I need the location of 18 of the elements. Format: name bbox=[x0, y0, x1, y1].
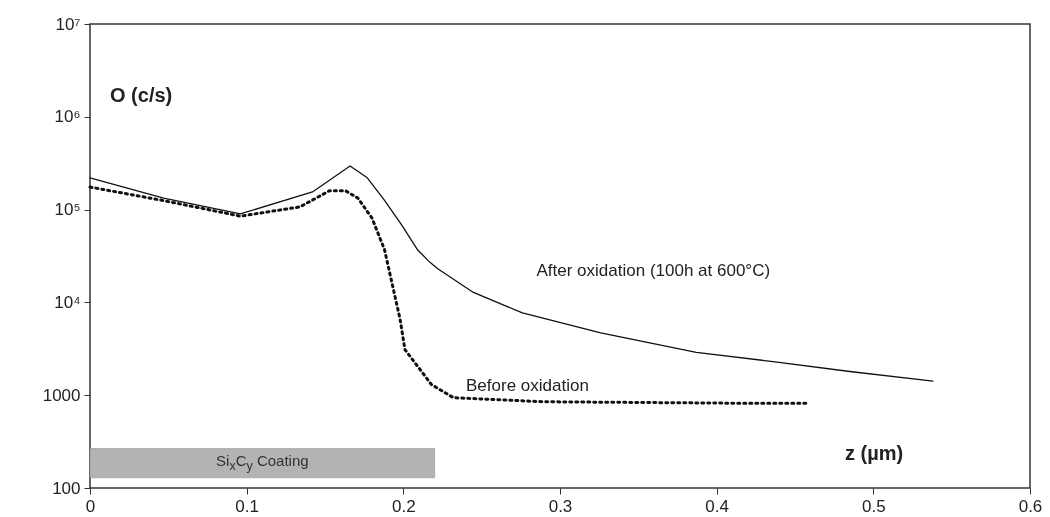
y-tick-label: 10⁴ bbox=[54, 292, 81, 312]
y-tick-label: 10⁵ bbox=[54, 200, 81, 220]
x-axis-title: z (µm) bbox=[845, 442, 904, 464]
y-tick-label: 100 bbox=[52, 478, 81, 498]
series-label: Before oxidation bbox=[466, 375, 589, 395]
x-tick-label: 0.2 bbox=[392, 496, 416, 516]
x-tick-label: 0.3 bbox=[548, 496, 573, 516]
text: After oxidation (100h at 600°C) bbox=[536, 260, 771, 280]
x-tick-label: 0.4 bbox=[705, 496, 729, 516]
y-tick-label: 10⁶ bbox=[54, 107, 81, 127]
y-tick-label: 1000 bbox=[42, 385, 81, 405]
y-axis-title: O (c/s) bbox=[110, 84, 173, 106]
band-label: Si$_{x}$C$_{y}$ Coating bbox=[216, 452, 309, 474]
x-tick-label: 0 bbox=[85, 496, 96, 516]
x-tick-label: 0.6 bbox=[1018, 496, 1043, 516]
x-tick-label: 0.5 bbox=[862, 496, 886, 516]
y-tick-label: 10⁷ bbox=[55, 14, 81, 34]
x-tick-label: 0.1 bbox=[235, 496, 259, 516]
